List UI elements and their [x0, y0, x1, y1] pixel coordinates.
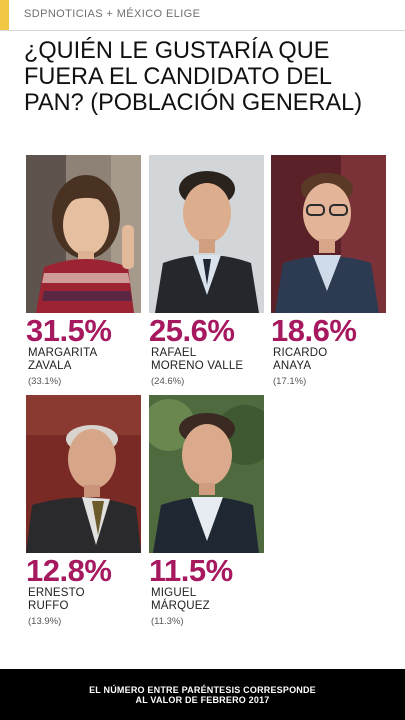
candidate-photo-ruffo: [26, 395, 141, 553]
candidate-card-ruffo: 12.8% ERNESTO RUFFO (13.9%): [26, 395, 144, 635]
candidate-last-name: RUFFO: [28, 600, 69, 612]
header-divider: [0, 30, 405, 31]
candidate-first-name: MIGUEL: [151, 587, 197, 599]
brand-label: SDPNOTICIAS + MÉXICO ELIGE: [24, 8, 201, 20]
candidate-name: MARGARITA ZAVALA: [28, 347, 144, 373]
candidate-card-moreno-valle: 25.6% RAFAEL MORENO VALLE (24.6%): [149, 155, 267, 395]
candidate-photo-zavala: [26, 155, 141, 313]
candidate-previous-value: (24.6%): [151, 376, 185, 387]
candidate-card-marquez: 11.5% MIGUEL MÁRQUEZ (11.3%): [149, 395, 267, 635]
footer-line: AL VALOR DE FEBRERO 2017: [135, 695, 270, 705]
candidate-card-anaya: 18.6% RICARDO ANAYA (17.1%): [271, 155, 389, 395]
candidate-card-zavala: 31.5% MARGARITA ZAVALA (33.1%): [26, 155, 144, 395]
candidate-previous-value: (33.1%): [28, 376, 62, 387]
footer-text: EL NÚMERO ENTRE PARÉNTESIS CORRESPONDE A…: [0, 685, 405, 705]
footer-note: EL NÚMERO ENTRE PARÉNTESIS CORRESPONDE A…: [0, 669, 405, 720]
candidate-name: RAFAEL MORENO VALLE: [151, 347, 267, 373]
candidate-previous-value: (13.9%): [28, 616, 62, 627]
footer-line: EL NÚMERO ENTRE PARÉNTESIS CORRESPONDE: [89, 685, 316, 695]
candidate-photo-moreno-valle: [149, 155, 264, 313]
candidate-previous-value: (17.1%): [273, 376, 307, 387]
candidate-first-name: RAFAEL: [151, 347, 197, 359]
candidate-name: MIGUEL MÁRQUEZ: [151, 587, 267, 613]
accent-stripe: [0, 0, 9, 30]
candidate-photo-marquez: [149, 395, 264, 553]
candidate-first-name: ERNESTO: [28, 587, 85, 599]
candidate-percentage: 12.8%: [26, 553, 112, 588]
candidate-percentage: 11.5%: [149, 553, 233, 588]
candidate-percentage: 25.6%: [149, 313, 235, 348]
candidate-last-name: ANAYA: [273, 360, 312, 372]
candidate-name: ERNESTO RUFFO: [28, 587, 144, 613]
candidate-last-name: ZAVALA: [28, 360, 72, 372]
top-bar: SDPNOTICIAS + MÉXICO ELIGE: [0, 0, 405, 30]
candidate-percentage: 18.6%: [271, 313, 357, 348]
chart-title: ¿QUIÉN LE GUSTARÍA QUE FUERA EL CANDIDAT…: [24, 37, 363, 116]
candidate-last-name: MORENO VALLE: [151, 360, 244, 372]
candidate-previous-value: (11.3%): [151, 616, 184, 627]
candidate-photo-anaya: [271, 155, 386, 313]
candidate-first-name: MARGARITA: [28, 347, 98, 359]
candidate-last-name: MÁRQUEZ: [151, 600, 210, 612]
candidate-first-name: RICARDO: [273, 347, 328, 359]
candidate-name: RICARDO ANAYA: [273, 347, 389, 373]
candidate-percentage: 31.5%: [26, 313, 112, 348]
